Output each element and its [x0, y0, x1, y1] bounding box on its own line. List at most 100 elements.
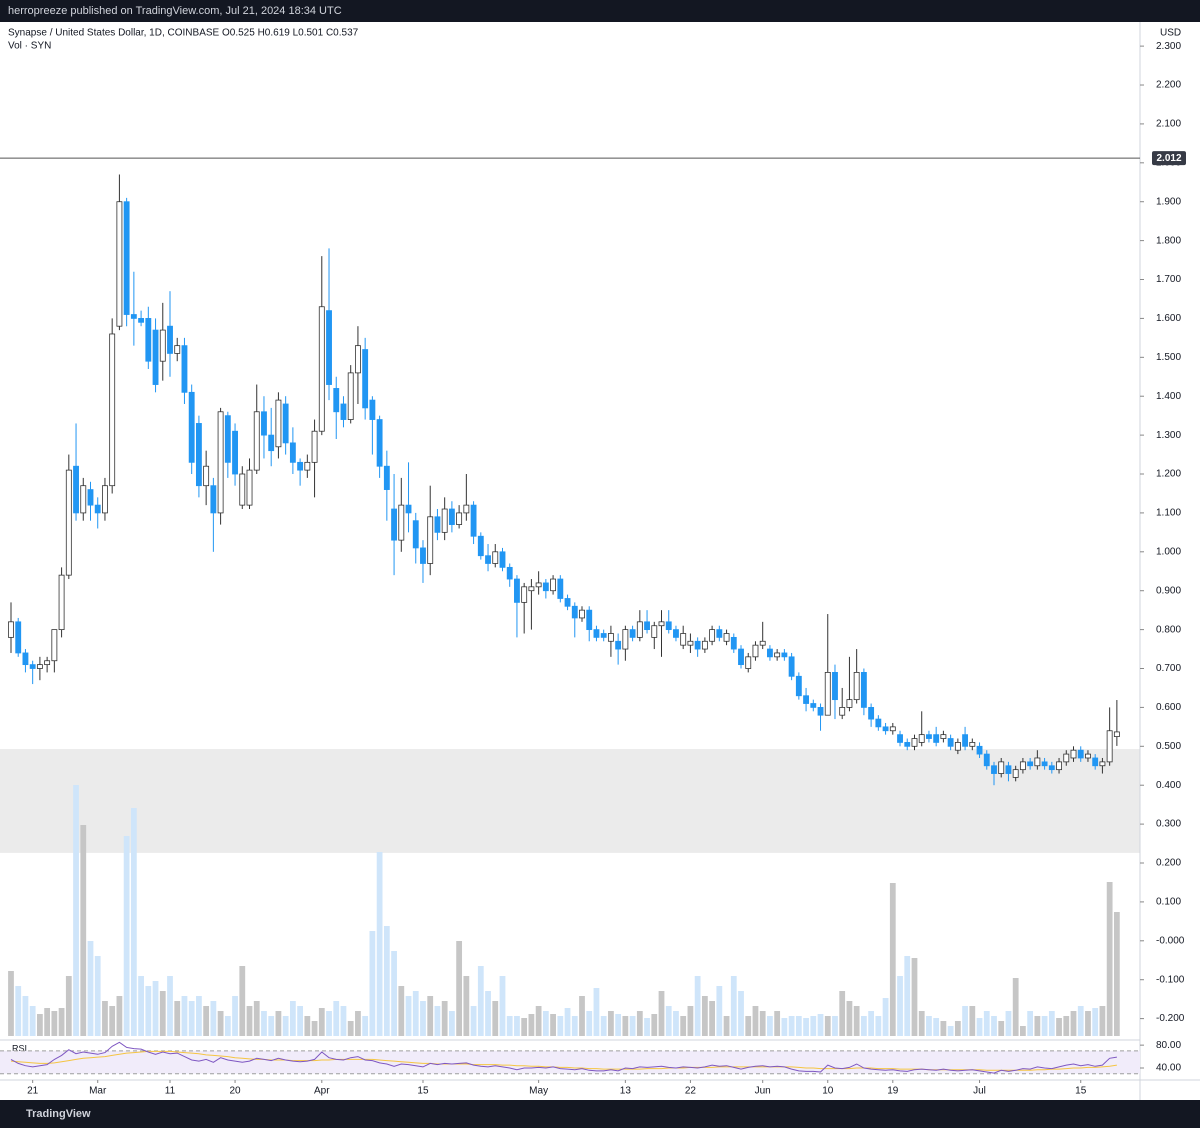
- candle-body: [304, 461, 311, 471]
- candle-body: [528, 586, 535, 592]
- y-tick-label: 0.600: [1156, 702, 1181, 713]
- volume-bar: [145, 986, 152, 1036]
- candle-body: [485, 555, 491, 564]
- x-tick-label: 15: [1075, 1086, 1087, 1097]
- volume-bar: [355, 1011, 361, 1036]
- volume-bar: [420, 1001, 426, 1036]
- candle-body: [658, 621, 665, 627]
- volume-bar: [22, 996, 29, 1036]
- volume-bar: [289, 1001, 296, 1036]
- y-tick-label: 0.500: [1156, 741, 1181, 752]
- volume-bar: [608, 1011, 614, 1036]
- volume-bar: [253, 1001, 260, 1036]
- y-tick-label: 1.200: [1156, 469, 1181, 480]
- volume-bar: [116, 996, 123, 1036]
- candle-body: [253, 411, 260, 471]
- volume-bar: [80, 825, 87, 1036]
- candle-body: [846, 699, 853, 708]
- candle-body: [615, 640, 622, 650]
- candle-body: [730, 636, 737, 650]
- price-tag: [1152, 151, 1186, 166]
- candle-body: [709, 629, 716, 642]
- candle-body: [853, 671, 860, 701]
- volume-bar: [564, 1008, 571, 1036]
- candle-body: [405, 504, 412, 514]
- volume-bar: [376, 852, 383, 1036]
- candle-body: [51, 629, 58, 662]
- currency-label: USD: [1160, 28, 1181, 39]
- y-tick-label: 1.000: [1156, 546, 1181, 557]
- candle-body: [282, 403, 289, 444]
- y-tick-label: 1.100: [1156, 508, 1181, 519]
- volume-bar: [752, 1006, 759, 1036]
- volume-bar: [297, 1006, 303, 1036]
- candle-body: [839, 707, 846, 716]
- y-tick-label: 1.500: [1156, 352, 1181, 363]
- volume-bar: [557, 1016, 564, 1036]
- volume-bar: [926, 1016, 932, 1036]
- volume-bar: [571, 1016, 578, 1036]
- candle-body: [1027, 761, 1034, 767]
- candle-body: [788, 656, 795, 677]
- candle-body: [600, 633, 607, 638]
- candle-body: [514, 578, 520, 603]
- candle-body: [116, 201, 123, 327]
- y-tick-label: 0.200: [1156, 858, 1181, 869]
- candle-body: [383, 465, 390, 490]
- volume-bar: [803, 1018, 809, 1036]
- volume-bar: [897, 976, 903, 1036]
- candle-body: [1048, 765, 1055, 771]
- volume-bar: [853, 1006, 860, 1036]
- volume-bar: [600, 1016, 607, 1036]
- volume-bar: [528, 1014, 535, 1036]
- candle-body: [167, 325, 173, 354]
- candle-body: [694, 640, 701, 650]
- volume-bar: [58, 1008, 65, 1036]
- chart-title: Synapse / United States Dollar, 1D, COIN…: [8, 28, 359, 39]
- candle-body: [998, 761, 1005, 774]
- candle-body: [506, 566, 513, 580]
- x-tick-label: Jul: [973, 1086, 986, 1097]
- volume-bar: [918, 1011, 925, 1036]
- candle-body: [333, 388, 340, 413]
- candle-body: [369, 399, 376, 420]
- candle-body: [1099, 761, 1106, 767]
- volume-bar: [441, 1001, 448, 1036]
- volume-bar: [203, 1006, 210, 1036]
- y-tick-label: 2.100: [1156, 119, 1181, 130]
- volume-bar: [15, 986, 22, 1036]
- candle-body: [73, 465, 79, 514]
- candle-body: [738, 648, 744, 666]
- candle-body: [44, 660, 51, 666]
- candle-body: [1070, 749, 1077, 759]
- candle-body: [355, 345, 361, 374]
- volume-bar: [210, 1001, 217, 1036]
- volume-bar: [44, 1008, 51, 1036]
- candle-body: [87, 489, 94, 506]
- volume-bar: [1106, 882, 1113, 1036]
- candle-body: [441, 508, 448, 533]
- candle-body: [123, 201, 130, 315]
- volume-bar: [1077, 1006, 1084, 1036]
- candle-body: [629, 629, 636, 638]
- volume-bar: [586, 1011, 593, 1036]
- volume-bar: [261, 1011, 267, 1036]
- candle-body: [376, 419, 383, 467]
- plot: [0, 174, 1140, 1036]
- candle-body: [723, 633, 730, 642]
- x-tick-label: 13: [620, 1086, 632, 1097]
- candle-body: [1092, 757, 1099, 767]
- volume-bar: [391, 951, 397, 1036]
- volume-bar: [383, 926, 390, 1036]
- volume-bar: [636, 1011, 643, 1036]
- volume-bar: [51, 1011, 58, 1036]
- y-tick-label: 1.800: [1156, 235, 1181, 246]
- volume-bar: [449, 1011, 455, 1036]
- candle-body: [174, 345, 181, 354]
- candle-body: [181, 345, 188, 393]
- candle-body: [810, 703, 817, 708]
- candle-body: [983, 753, 990, 767]
- volume-bar: [167, 976, 173, 1036]
- candle-body: [289, 442, 296, 463]
